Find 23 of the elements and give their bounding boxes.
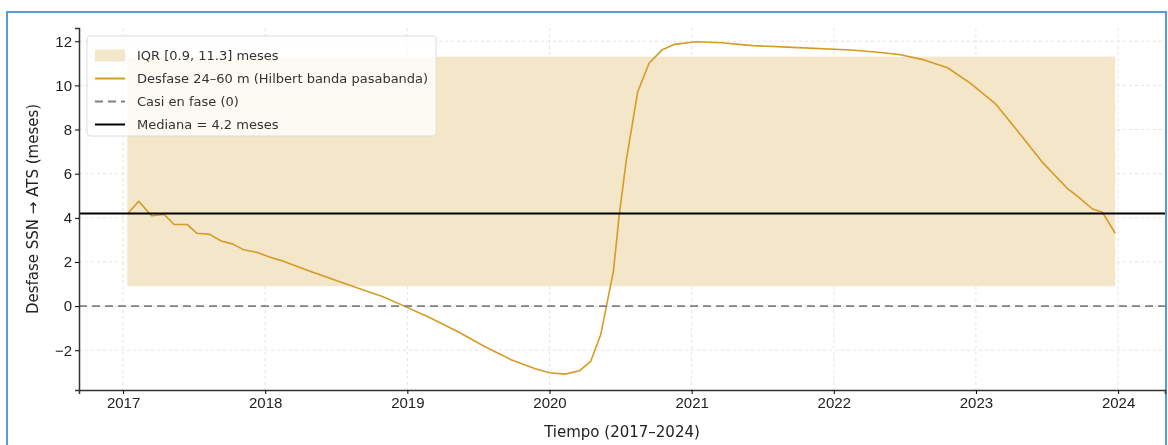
- x-tick-label: 2022: [817, 393, 851, 411]
- legend-label: Casi en fase (0): [137, 94, 239, 110]
- y-tick-label: 10: [55, 76, 72, 94]
- line-series: [126, 40, 1117, 375]
- x-axis-title: Tiempo (2017–2024): [543, 423, 700, 441]
- legend-label: Mediana = 4.2 meses: [137, 117, 279, 133]
- y-tick-label: 12: [55, 32, 72, 50]
- y-tick-label: 8: [63, 120, 72, 138]
- y-tick-label: 0: [63, 297, 72, 315]
- x-tick-label: 2021: [675, 393, 709, 411]
- legend-label: Desfase 24–60 m (Hilbert banda pasabanda): [137, 71, 429, 87]
- y-axis-title: Desfase SSN → ATS (meses): [24, 103, 42, 315]
- x-tick-label: 2018: [249, 393, 283, 411]
- x-tick-label: 2020: [533, 393, 567, 411]
- x-tick-label: 2024: [1101, 393, 1136, 411]
- x-tick-label: 2017: [106, 393, 141, 411]
- x-tick-label: 2019: [391, 393, 425, 411]
- x-tick-label: 2023: [959, 393, 994, 411]
- band-label: IQR [0.9, 11.3] meses: [137, 48, 279, 64]
- y-tick-label: 6: [63, 164, 72, 182]
- y-tick-label: −2: [54, 341, 72, 359]
- y-tick-label: 2: [63, 253, 72, 271]
- y-tick-label: 4: [63, 209, 72, 227]
